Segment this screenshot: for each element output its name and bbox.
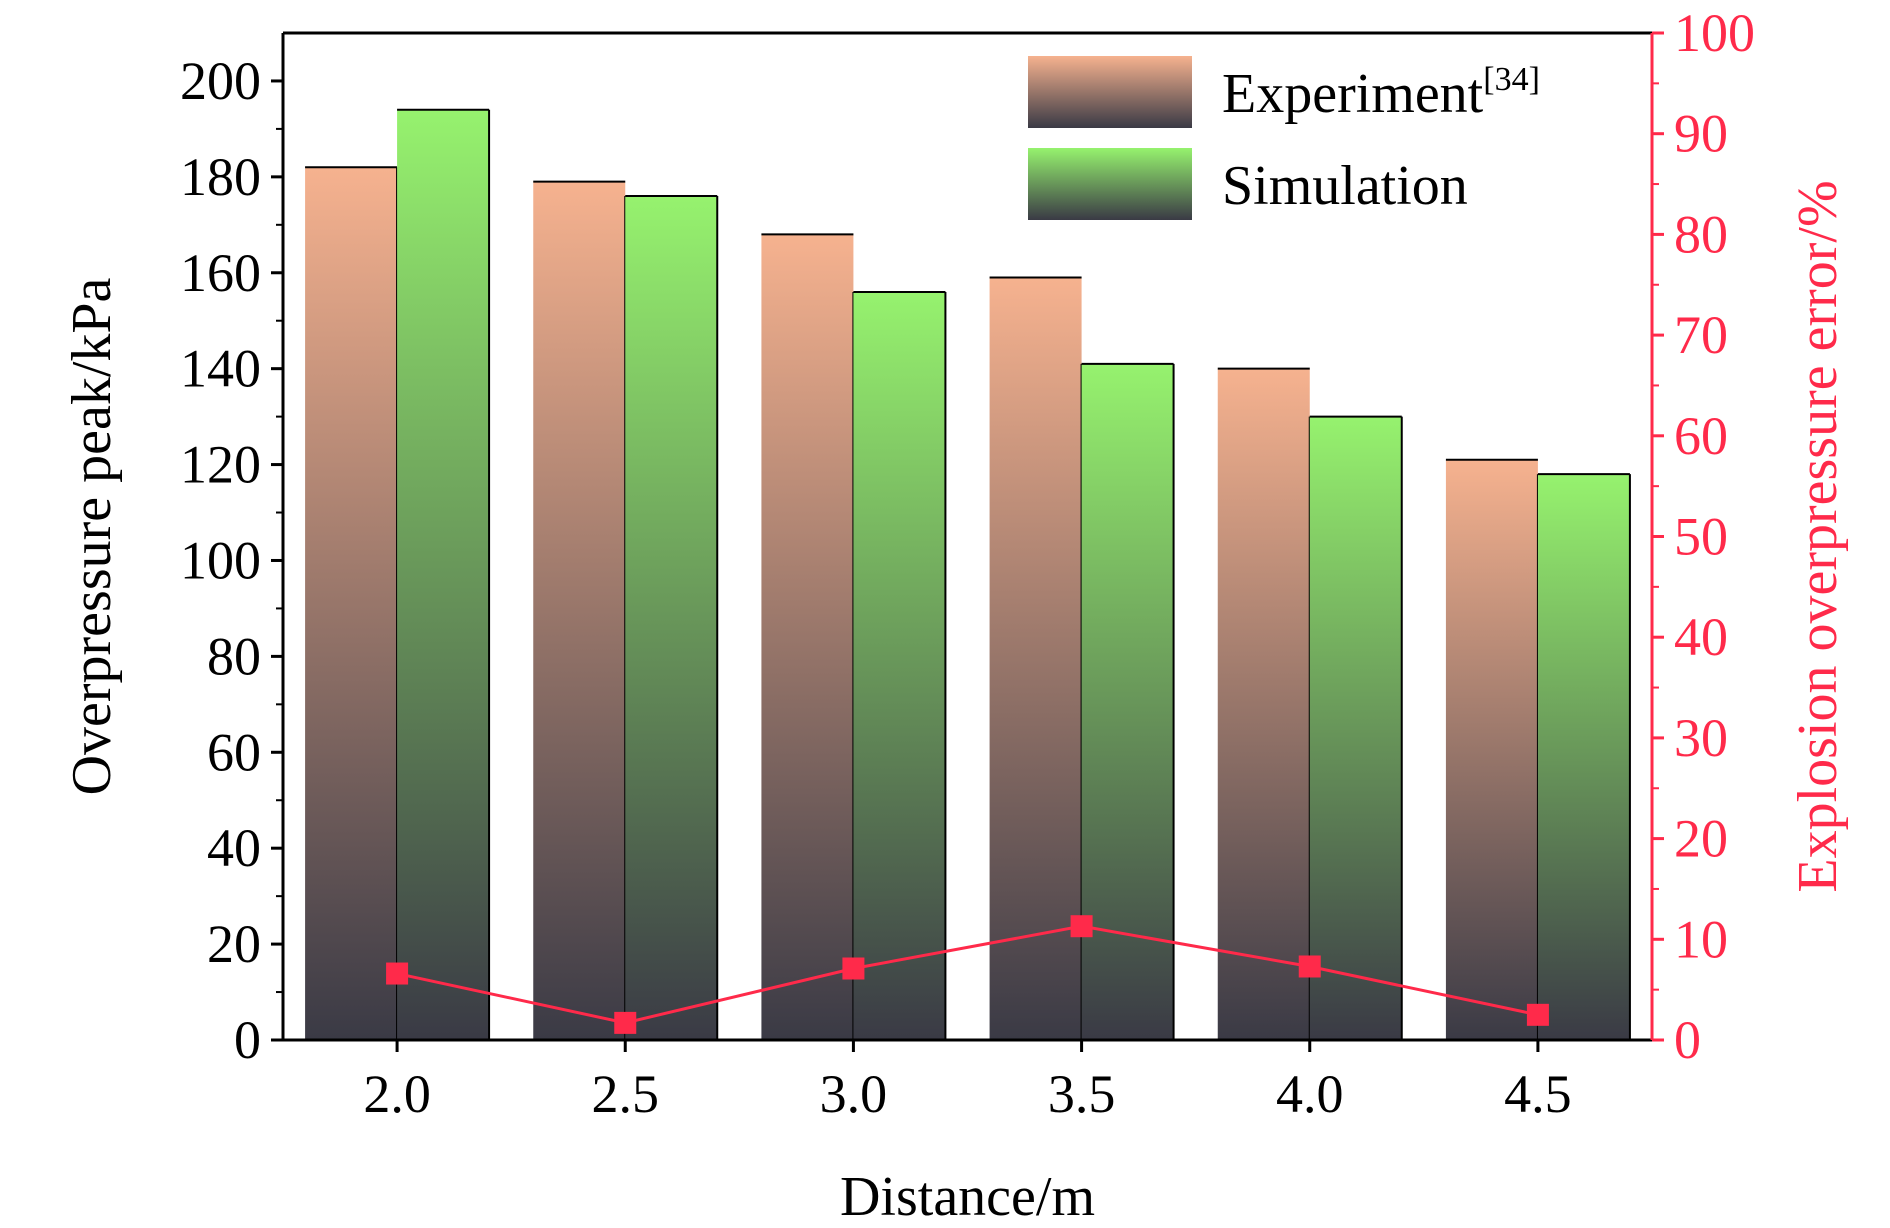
simulation-bar xyxy=(1537,474,1630,1041)
x-tick-label: 2.5 xyxy=(592,1064,660,1124)
legend-superscript: [34] xyxy=(1483,61,1540,98)
x-tick-label: 4.5 xyxy=(1504,1064,1572,1124)
y2-tick-label: 50 xyxy=(1674,507,1728,567)
experiment-bar xyxy=(989,277,1082,1040)
simulation-bar xyxy=(853,291,946,1040)
x-tick-label: 3.0 xyxy=(820,1064,888,1124)
legend-swatch-experiment xyxy=(1028,56,1192,128)
y-tick-label: 120 xyxy=(180,435,261,495)
y-tick-label: 180 xyxy=(180,147,261,207)
y2-tick-label: 40 xyxy=(1674,607,1728,667)
experiment-bar xyxy=(1217,368,1310,1041)
y2-tick-label: 70 xyxy=(1674,305,1728,365)
experiment-bar xyxy=(761,234,854,1040)
y2-tick-label: 80 xyxy=(1674,204,1728,264)
error-marker xyxy=(1526,1003,1549,1026)
y-axis-title: Overpressure peak/kPa xyxy=(61,277,123,795)
x-tick-label: 4.0 xyxy=(1276,1064,1344,1124)
x-tick-label: 2.0 xyxy=(363,1064,431,1124)
y-tick-label: 40 xyxy=(207,818,261,878)
y2-tick-label: 20 xyxy=(1674,809,1728,869)
y2-tick-label: 0 xyxy=(1674,1010,1701,1070)
experiment-bar xyxy=(533,181,626,1041)
y2-tick-label: 100 xyxy=(1674,3,1755,63)
error-marker xyxy=(1298,955,1321,978)
y-tick-label: 60 xyxy=(207,722,261,782)
error-marker xyxy=(842,957,865,980)
y-tick-label: 0 xyxy=(234,1010,261,1070)
error-marker xyxy=(386,962,409,985)
y2-tick-label: 90 xyxy=(1674,104,1728,164)
error-line xyxy=(396,924,1539,1025)
y-tick-label: 160 xyxy=(180,243,261,303)
experiment-bar xyxy=(1445,459,1538,1040)
y2-tick-label: 60 xyxy=(1674,406,1728,466)
simulation-bar xyxy=(397,109,490,1040)
y-tick-label: 80 xyxy=(207,626,261,686)
y-tick-label: 200 xyxy=(180,51,261,111)
y-tick-label: 100 xyxy=(180,530,261,590)
y-tick-label: 140 xyxy=(180,339,261,399)
legend-label-experiment: Experiment[34] xyxy=(1222,61,1540,125)
x-axis-title: Distance/m xyxy=(840,1166,1095,1223)
x-tick-label: 3.5 xyxy=(1048,1064,1116,1124)
legend-label-simulation: Simulation xyxy=(1222,155,1468,217)
y2-tick-label: 30 xyxy=(1674,708,1728,768)
error-marker xyxy=(614,1011,637,1034)
simulation-bar xyxy=(1081,363,1174,1040)
experiment-bar xyxy=(305,167,398,1040)
simulation-bar xyxy=(1309,416,1402,1041)
y2-axis-title: Explosion overpressure error/% xyxy=(1787,180,1849,892)
simulation-bar xyxy=(625,196,718,1041)
y-tick-label: 20 xyxy=(207,914,261,974)
y2-tick-label: 10 xyxy=(1674,909,1728,969)
legend-swatch-simulation xyxy=(1028,148,1192,220)
error-marker xyxy=(1070,915,1093,938)
